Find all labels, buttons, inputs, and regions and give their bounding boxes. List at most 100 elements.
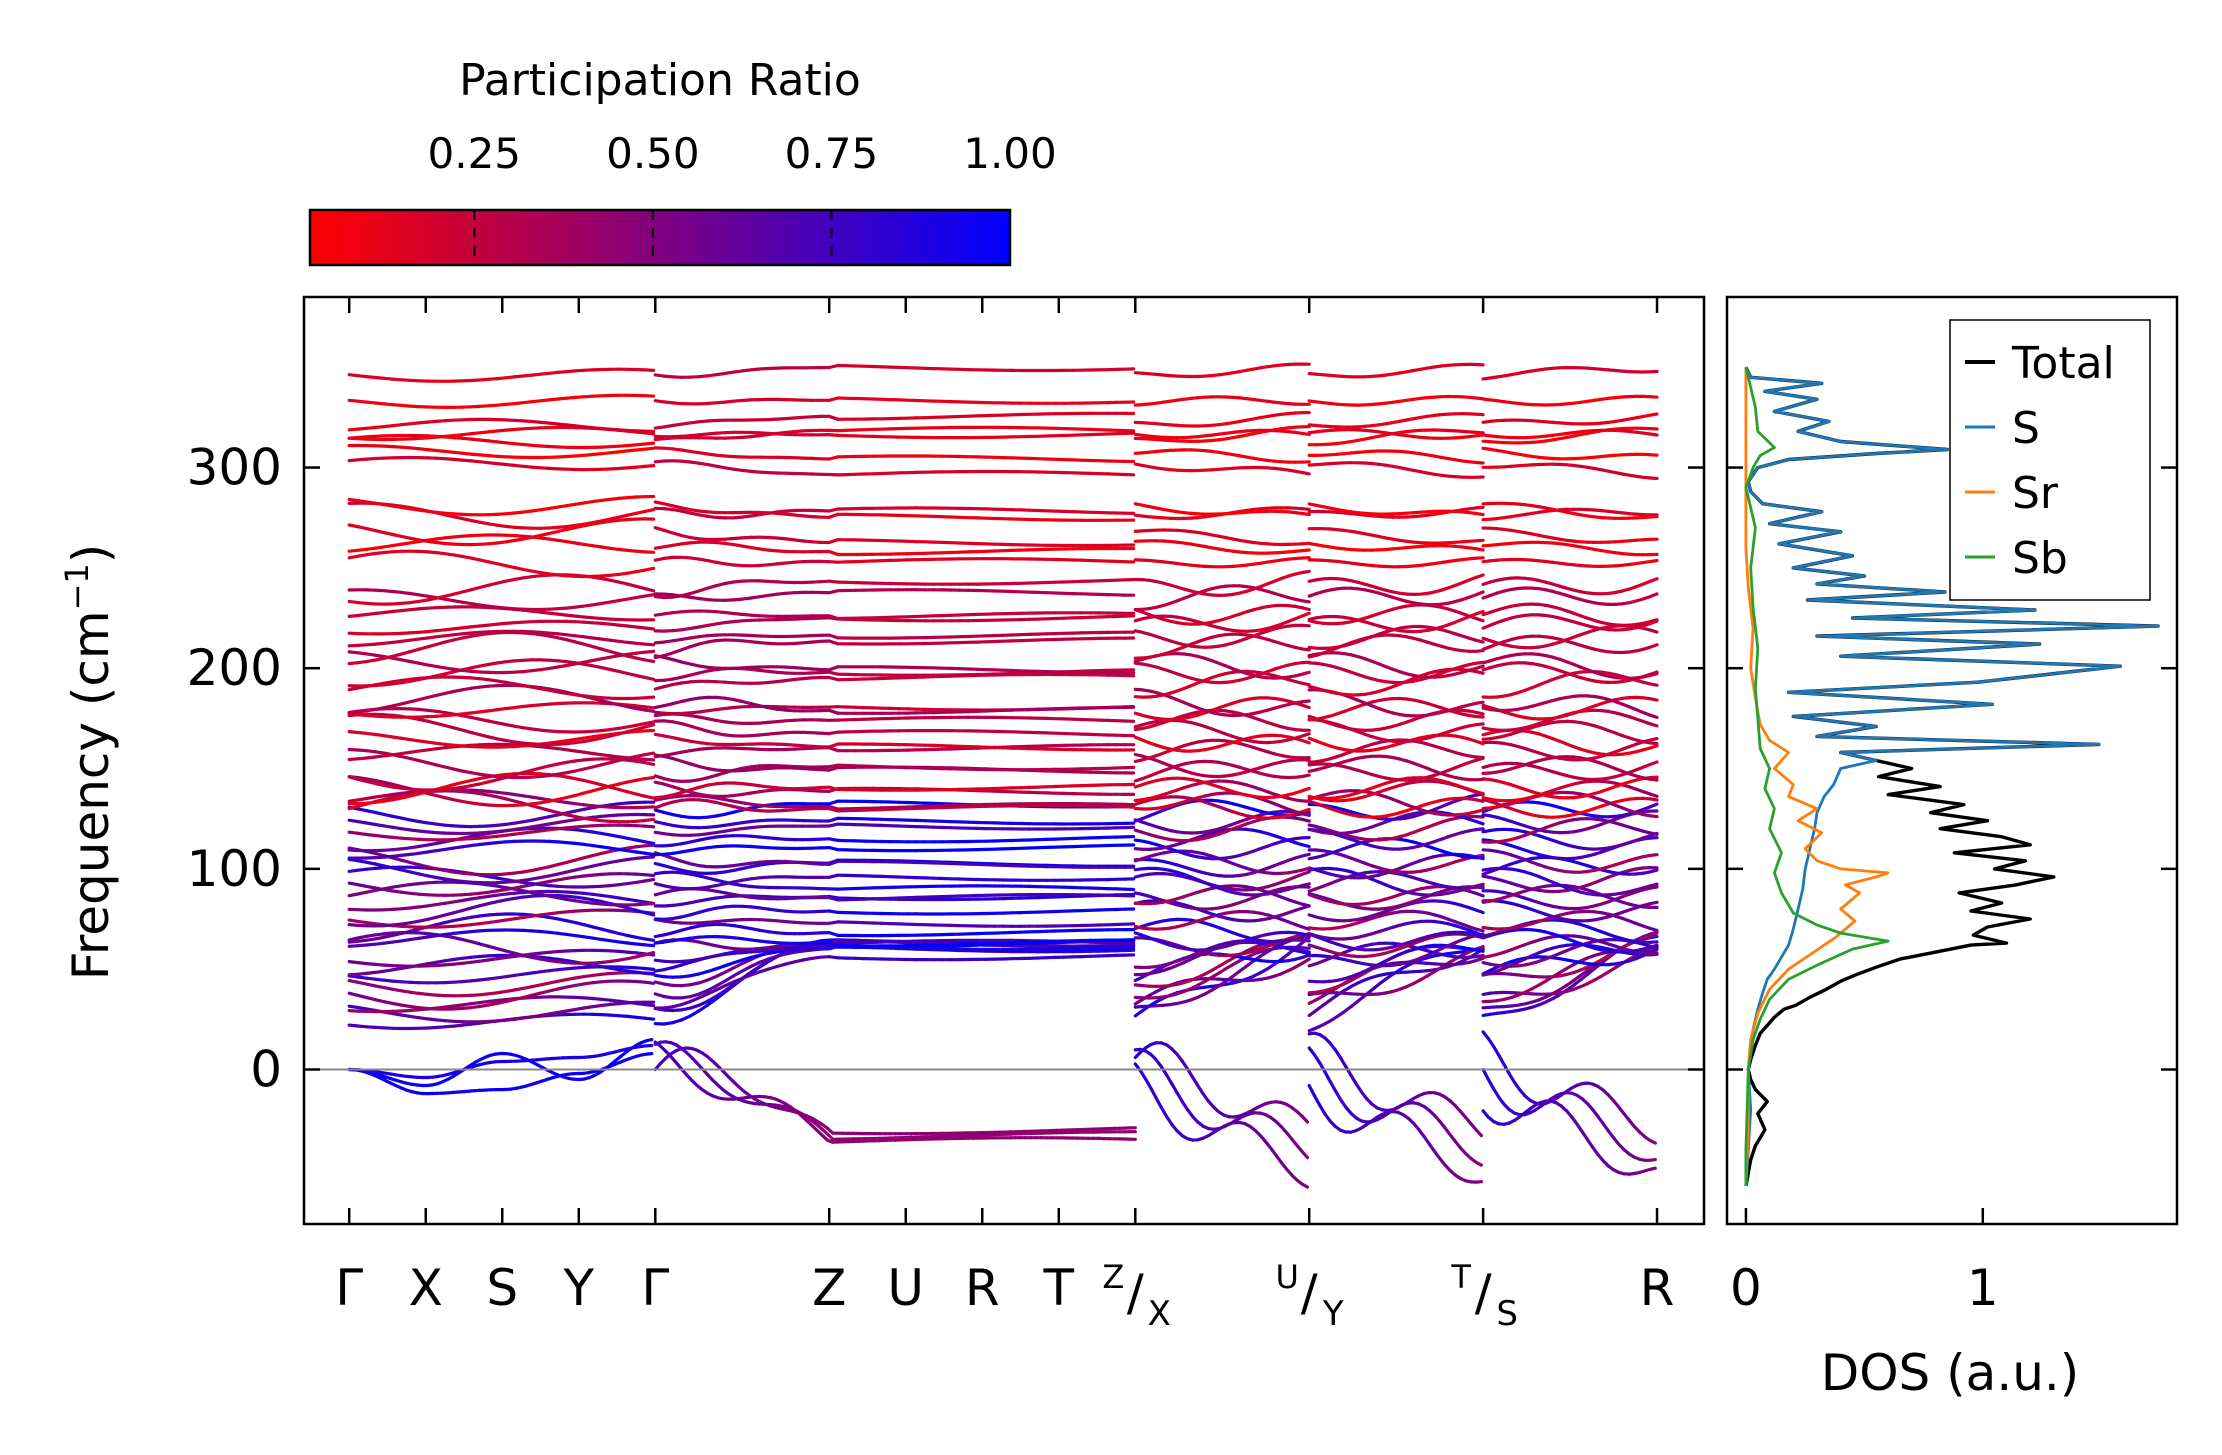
- phonon-band: [643, 943, 656, 948]
- phonon-band: [643, 851, 656, 857]
- colorbar-bar: [308, 208, 1012, 267]
- phonon-band: [643, 824, 656, 829]
- colorbar-tick-label: 0.75: [785, 129, 879, 178]
- phonon-band: [1648, 792, 1659, 798]
- phonon-band: [749, 964, 762, 974]
- phonon-band: [1300, 866, 1311, 872]
- phonon-band: [714, 984, 727, 992]
- phonon-band: [705, 994, 718, 1003]
- phonon-band: [1300, 773, 1311, 779]
- phonon-band: [1300, 817, 1311, 823]
- phonon-band: [705, 984, 718, 993]
- phonon-band: [1300, 852, 1311, 858]
- phonon-band: [1300, 882, 1311, 888]
- phonon-band: [643, 911, 656, 917]
- phonon-band: [688, 1009, 701, 1018]
- phonon-band: [643, 855, 656, 860]
- phonon-band: [1648, 900, 1659, 906]
- phonon-band: [643, 901, 656, 906]
- phonon-band: [1300, 799, 1311, 804]
- colorbar-tick-label: 0.50: [606, 129, 700, 178]
- colorbar-tick-labels: 0.25 0.50 0.75 1.00: [428, 129, 1057, 178]
- phonon-band: [1474, 927, 1485, 933]
- phonon-band: [1648, 934, 1659, 940]
- phonon-band: [1300, 946, 1311, 950]
- band-lines: [347, 362, 1659, 1189]
- phonon-band: [1300, 807, 1311, 814]
- phonon-band: [1648, 797, 1659, 802]
- phonon-band: [643, 761, 656, 767]
- phonon-band: [1648, 831, 1659, 836]
- phonon-band: [1648, 868, 1659, 874]
- phonon-band: [1300, 938, 1311, 943]
- colorbar-title: Participation Ratio: [459, 55, 861, 106]
- phonon-band: [1300, 902, 1311, 908]
- phonon-band: [643, 971, 656, 976]
- phonon-band: [1474, 827, 1485, 832]
- colorbar-ticks: [473, 210, 833, 265]
- phonon-band: [643, 937, 656, 942]
- phonon-band: [1648, 777, 1659, 782]
- phonon-band: [1648, 835, 1659, 840]
- phonon-band: [1648, 931, 1659, 937]
- phonon-band: [643, 1016, 656, 1021]
- phonon-band: [731, 969, 744, 978]
- phonon-band: [714, 979, 727, 988]
- phonon-band: [1648, 940, 1659, 944]
- phonon-band: [1648, 775, 1659, 780]
- phonon-band: [643, 1002, 656, 1008]
- phonon-band: [1474, 819, 1485, 826]
- phonon-band: [643, 794, 656, 800]
- phonon-band: [1648, 814, 1659, 819]
- phonon-band: [1300, 950, 1311, 956]
- phonon-band: [643, 877, 656, 883]
- phonon-band: [643, 817, 656, 823]
- phonon-band: [1474, 948, 1485, 953]
- phonon-band: [1648, 882, 1659, 888]
- phonon-band: [697, 1003, 710, 1013]
- phonon-band: [723, 966, 736, 974]
- phonon-band: [714, 989, 727, 998]
- phonon-band: [643, 966, 656, 972]
- phonon-band: [1648, 802, 1659, 809]
- colorbar-tick-label: 1.00: [963, 129, 1057, 178]
- phonon-band: [1648, 926, 1659, 933]
- phonon-band: [723, 974, 736, 983]
- phonon-band: [643, 843, 656, 848]
- phonon-band: [1474, 808, 1485, 814]
- phonon-band: [705, 997, 718, 1007]
- phonon-band: [723, 982, 736, 993]
- phonon-band: [1648, 760, 1659, 767]
- phonon-band: [705, 988, 718, 996]
- phonon-band: [643, 775, 656, 781]
- phonon-band: [1474, 814, 1485, 819]
- phonon-band: [758, 959, 770, 969]
- phonon-band: [749, 960, 762, 969]
- colorbar-tick-label: 0.25: [428, 129, 522, 178]
- phonon-band: [643, 950, 656, 957]
- phonon-band: [1300, 812, 1311, 818]
- phonon-band: [740, 964, 753, 973]
- phonon-band: [1300, 870, 1311, 876]
- phonon-band: [1474, 908, 1485, 915]
- phonon-band: [1300, 933, 1311, 940]
- phonon-band: [643, 840, 656, 846]
- colorbar: Participation Ratio 0.25 0.50 0.75 1.00: [308, 55, 1057, 267]
- phonon-band: [1648, 853, 1659, 858]
- phonon-band: [1474, 789, 1485, 796]
- phonon-band: [1474, 956, 1485, 963]
- phonon-band: [1300, 957, 1311, 965]
- phonon-band: [1300, 786, 1311, 793]
- phonon-band: [643, 873, 656, 878]
- phonon-band: [1300, 843, 1311, 849]
- phonon-band: [740, 957, 753, 966]
- phonon-band: [643, 751, 656, 757]
- phonon-band: [1648, 943, 1659, 949]
- phonon-band: [731, 961, 744, 970]
- phonon-band: [714, 970, 727, 979]
- phonon-band: [1474, 891, 1485, 898]
- phonon-band: [643, 980, 656, 985]
- phonon-band: [1474, 882, 1485, 888]
